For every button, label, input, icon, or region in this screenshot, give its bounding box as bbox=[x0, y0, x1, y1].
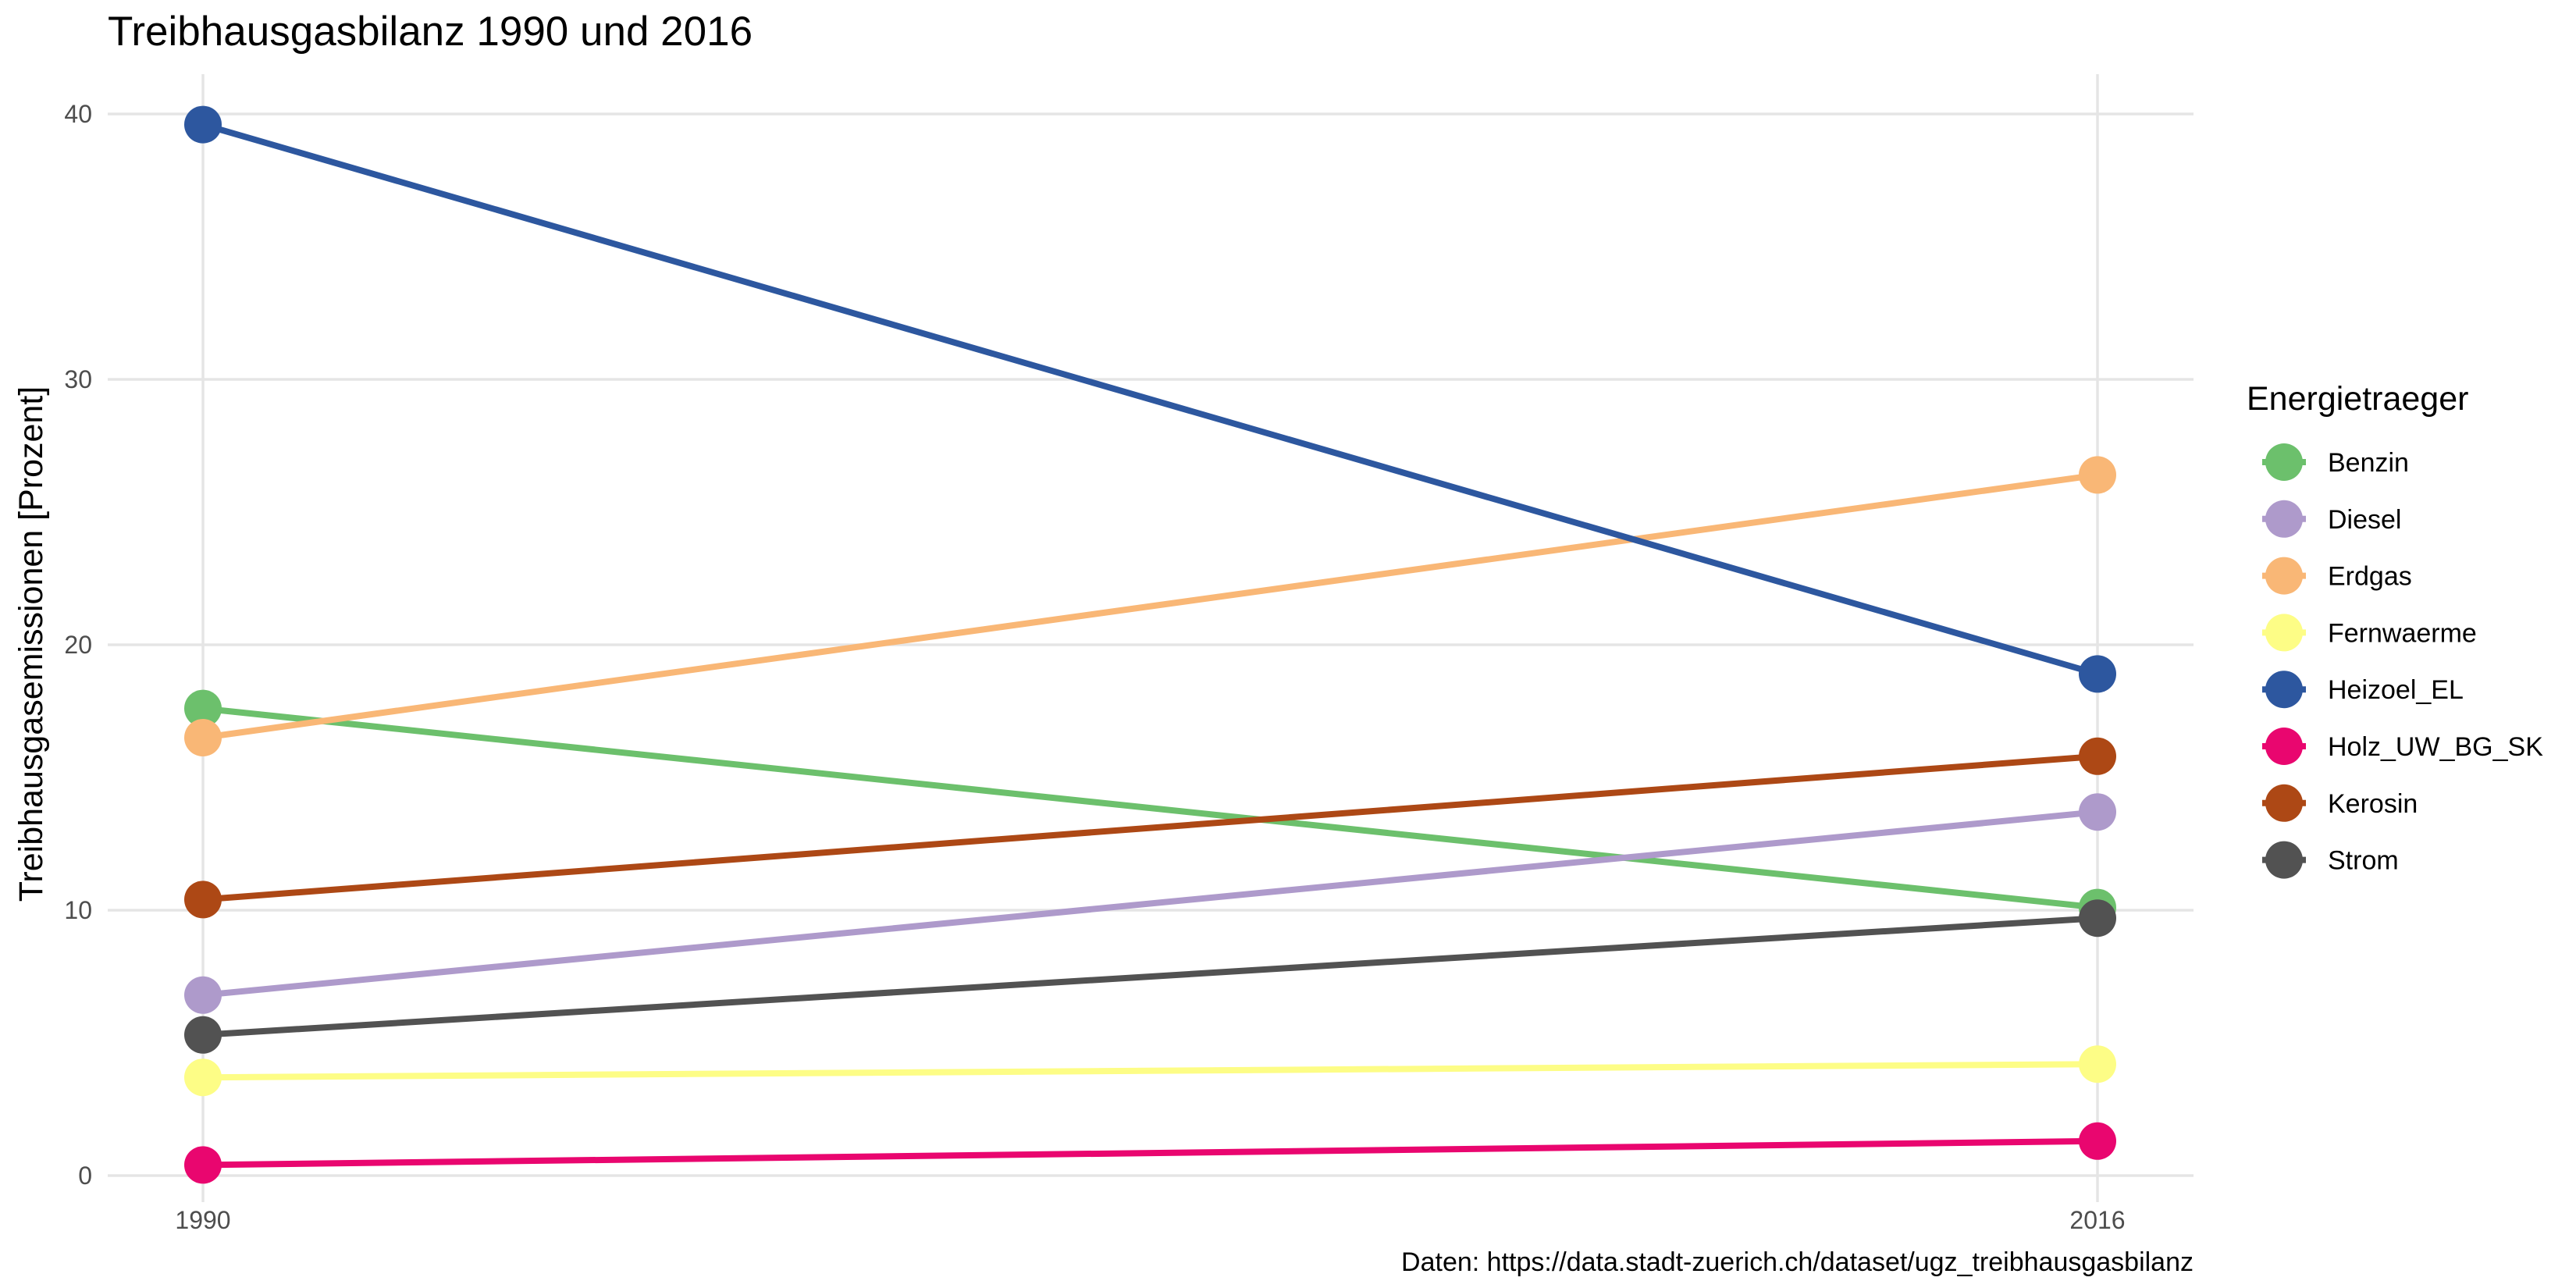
series-line-fernwaerme bbox=[202, 1061, 2098, 1081]
data-point-holz-uw-bg-sk-2016 bbox=[2079, 1122, 2116, 1160]
data-point-strom-1990 bbox=[184, 1016, 222, 1054]
legend-key-point bbox=[2265, 671, 2303, 709]
legend-label: Benzin bbox=[2328, 448, 2409, 478]
legend-label: Kerosin bbox=[2328, 789, 2418, 819]
x-tick-label: 2016 bbox=[2069, 1206, 2125, 1234]
y-tick-labels: 0 10 20 30 40 bbox=[64, 100, 92, 1190]
legend-item-heizoel-el: Heizoel_EL bbox=[2262, 671, 2464, 709]
data-point-fernwaerme-2016 bbox=[2079, 1045, 2116, 1083]
legend-key-point bbox=[2265, 557, 2303, 595]
series-line-benzin bbox=[202, 705, 2098, 911]
data-point-heizoel-el-1990 bbox=[184, 105, 222, 144]
series-line-kerosin bbox=[202, 753, 2098, 903]
data-point-kerosin-1990 bbox=[184, 881, 222, 919]
data-point-fernwaerme-1990 bbox=[184, 1059, 222, 1097]
data-point-erdgas-2016 bbox=[2079, 456, 2116, 494]
x-tick-label: 1990 bbox=[175, 1206, 230, 1234]
series-line-heizoel-el bbox=[201, 121, 2099, 678]
legend-key-point bbox=[2265, 443, 2303, 481]
legend-key-point bbox=[2265, 841, 2303, 879]
legend-item-erdgas: Erdgas bbox=[2262, 557, 2412, 595]
series-line-strom bbox=[202, 915, 2098, 1038]
legend-item-diesel: Diesel bbox=[2262, 500, 2401, 538]
data-point-kerosin-2016 bbox=[2079, 737, 2116, 775]
data-source-caption: Daten: https://data.stadt-zuerich.ch/dat… bbox=[1401, 1247, 2194, 1277]
data-point-diesel-2016 bbox=[2079, 793, 2116, 831]
legend-item-holz-uw-bg-sk: Holz_UW_BG_SK bbox=[2262, 728, 2543, 765]
legend-key-point bbox=[2265, 500, 2303, 538]
legend-title: Energietraeger bbox=[2247, 380, 2468, 418]
legend-label: Holz_UW_BG_SK bbox=[2328, 732, 2543, 762]
y-tick-label: 40 bbox=[64, 100, 92, 128]
series-line-holz-uw-bg-sk bbox=[202, 1137, 2098, 1169]
legend-label: Strom bbox=[2328, 846, 2399, 876]
legend-item-fernwaerme: Fernwaerme bbox=[2262, 614, 2477, 652]
legend-label: Fernwaerme bbox=[2328, 618, 2477, 648]
data-point-diesel-1990 bbox=[184, 976, 222, 1014]
y-tick-label: 20 bbox=[64, 631, 92, 659]
legend-item-benzin: Benzin bbox=[2262, 443, 2409, 481]
series-line-diesel bbox=[202, 809, 2098, 998]
legend-item-strom: Strom bbox=[2262, 841, 2399, 879]
y-tick-label: 30 bbox=[64, 365, 92, 393]
legend-key-point bbox=[2265, 728, 2303, 765]
series-points bbox=[184, 105, 2116, 1184]
data-point-holz-uw-bg-sk-1990 bbox=[184, 1146, 222, 1184]
data-point-erdgas-1990 bbox=[184, 719, 222, 756]
legend-label: Erdgas bbox=[2328, 562, 2412, 592]
legend-label: Heizoel_EL bbox=[2328, 675, 2464, 705]
series-lines bbox=[201, 121, 2099, 1169]
legend-item-kerosin: Kerosin bbox=[2262, 784, 2418, 822]
data-point-strom-2016 bbox=[2079, 899, 2116, 938]
data-point-benzin-1990 bbox=[184, 689, 222, 728]
legend-items: Benzin Diesel Erdgas Fernwaerme Heizoel_EL Ho… bbox=[2262, 443, 2543, 879]
y-tick-label: 0 bbox=[78, 1162, 92, 1190]
legend-key-point bbox=[2265, 614, 2303, 652]
data-point-heizoel-el-2016 bbox=[2079, 655, 2116, 693]
chart-title: Treibhausgasbilanz 1990 und 2016 bbox=[108, 9, 753, 55]
series-line-erdgas bbox=[202, 471, 2098, 741]
grid bbox=[108, 74, 2194, 1202]
legend-key-point bbox=[2265, 784, 2303, 822]
legend-label: Diesel bbox=[2328, 505, 2401, 535]
x-tick-labels: 1990 2016 bbox=[175, 1206, 2125, 1234]
y-axis-label: Treibhausgasemissionen [Prozent] bbox=[12, 386, 50, 902]
legend: Energietraeger Benzin Diesel Erdgas Fernwae… bbox=[2247, 380, 2543, 879]
y-tick-label: 10 bbox=[64, 896, 92, 924]
